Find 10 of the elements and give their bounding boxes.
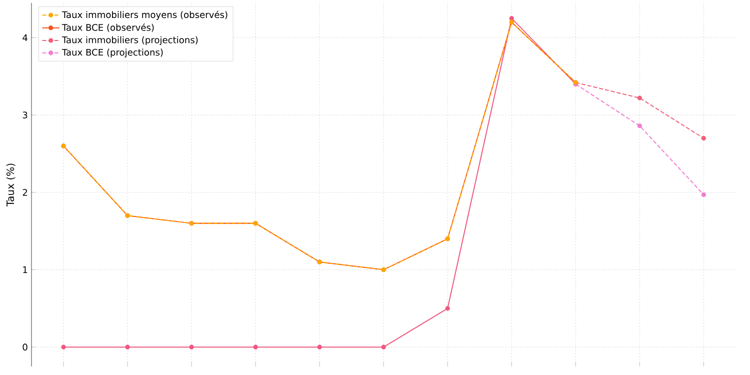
legend-label: Taux BCE (observés) <box>62 23 154 32</box>
y-tick-label: 3 <box>22 112 28 118</box>
y-axis-title: Taux (%) <box>6 164 16 206</box>
y-tick-label: 1 <box>23 266 28 274</box>
y-tick-label: 4 <box>22 34 28 41</box>
y-tick-label: 0 <box>22 344 28 350</box>
y-tick-label: 2 <box>22 189 28 196</box>
legend-label: Taux immobiliers (projections) <box>62 36 198 46</box>
legend-label: Taux immobiliers moyens (observés) <box>62 10 228 20</box>
legend-label: Taux BCE (projections) <box>62 48 163 58</box>
